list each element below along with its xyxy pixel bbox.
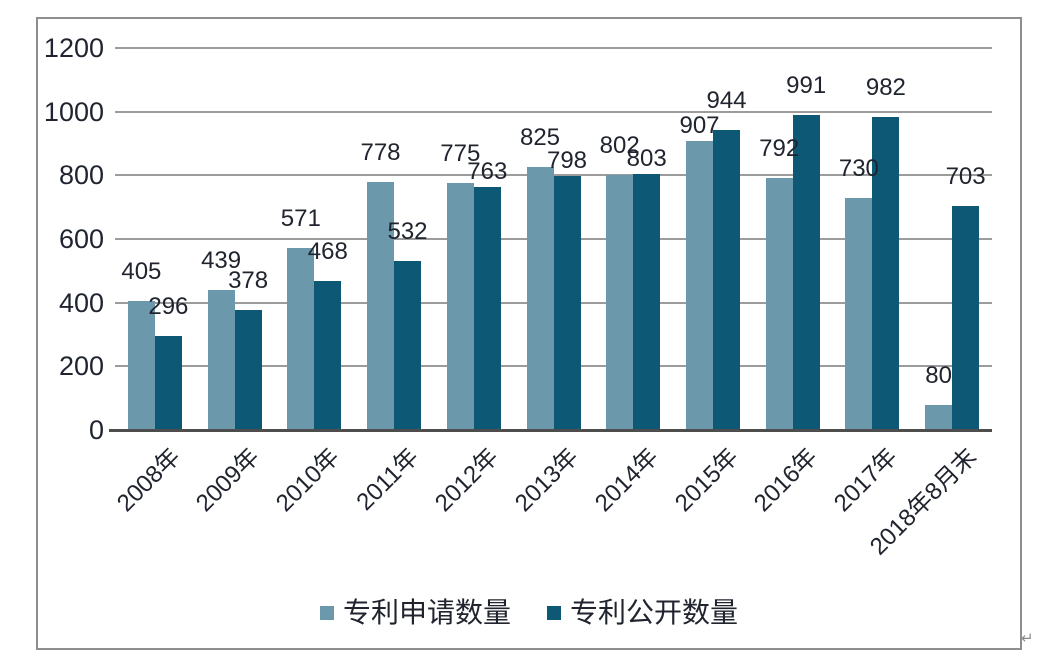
bar-publications [234, 309, 262, 430]
bar-applications [845, 197, 873, 430]
y-tick-label: 1000 [43, 96, 104, 127]
data-label-publications: 944 [706, 86, 747, 114]
x-tick-label: 2009年 [191, 443, 265, 518]
bar-publications [394, 260, 421, 430]
y-tick-label: 400 [58, 287, 104, 318]
data-label-publications: 798 [546, 147, 588, 174]
legend-marker-publications-icon [547, 606, 561, 620]
y-tick-label: 0 [88, 415, 104, 445]
data-label-publications: 378 [228, 266, 269, 294]
bar-applications [367, 182, 394, 430]
x-tick-label: 2017年 [828, 443, 903, 518]
plot-area: 0 200 400 600 800 1000 1200 405 296 2008年 439 378 20… [38, 19, 1020, 648]
legend-item-publications: 专利公开数量 [547, 596, 738, 630]
bar-publications [713, 129, 740, 430]
gridline-1200 [115, 47, 992, 49]
legend-item-applications: 专利申请数量 [319, 596, 511, 630]
y-tick-label: 800 [58, 160, 104, 191]
data-label-publications: 532 [387, 217, 428, 245]
bar-applications [446, 183, 474, 430]
bar-applications [925, 404, 953, 430]
bar-applications [686, 141, 713, 430]
data-label-publications: 468 [307, 238, 348, 265]
data-label-applications: 907 [679, 112, 720, 140]
bar-publications [792, 114, 820, 430]
data-label-publications: 991 [786, 71, 827, 99]
x-tick-label: 2010年 [270, 443, 345, 518]
x-tick-label: 2014年 [589, 443, 664, 518]
bar-applications [606, 174, 634, 430]
gridline-800 [115, 174, 992, 177]
legend-label-publications: 专利公开数量 [570, 597, 739, 628]
data-label-applications: 730 [838, 154, 879, 182]
gridline-1000 [115, 110, 992, 113]
bar-publications [473, 187, 501, 430]
data-label-publications: 296 [148, 292, 189, 320]
x-tick-label: 2012年 [430, 443, 505, 518]
data-label-applications: 571 [280, 205, 321, 233]
return-mark-icon: ↵ [1021, 630, 1034, 647]
y-tick-label: 200 [58, 351, 104, 382]
data-label-applications: 792 [759, 134, 800, 162]
y-tick-label: 600 [58, 224, 104, 254]
legend: 专利申请数量 专利公开数量 [38, 596, 1020, 630]
bar-applications [127, 301, 155, 430]
bar-publications [633, 174, 661, 430]
data-label-applications: 825 [519, 124, 561, 152]
data-label-applications: 775 [440, 140, 481, 168]
data-label-applications: 778 [360, 139, 401, 167]
legend-label-applications: 专利申请数量 [342, 597, 511, 628]
bar-applications [765, 177, 793, 430]
data-label-applications: 802 [599, 131, 640, 159]
legend-marker-applications-icon [319, 606, 334, 620]
data-label-publications: 763 [467, 158, 508, 186]
x-tick-label: 2011年 [351, 443, 425, 516]
bar-applications [207, 290, 235, 430]
bar-publications [154, 335, 182, 430]
bar-publications [553, 176, 581, 430]
data-label-applications: 439 [201, 247, 242, 275]
bar-publications [872, 117, 900, 430]
y-tick-label: 1200 [43, 33, 104, 63]
x-axis-line [109, 429, 992, 432]
bar-publications [952, 206, 980, 430]
x-tick-label: 2013年 [510, 443, 584, 518]
chart-frame: 0 200 400 600 800 1000 1200 405 296 2008年 439 378 20… [36, 17, 1022, 650]
data-label-publications: 803 [626, 145, 667, 173]
x-tick-label: 2008年 [111, 443, 186, 518]
x-tick-label: 2015年 [669, 443, 744, 518]
x-tick-label: 2016年 [749, 443, 824, 518]
data-label-applications: 80 [925, 361, 952, 389]
data-label-publications: 982 [865, 74, 906, 102]
data-label-applications: 405 [121, 258, 162, 286]
bar-applications [287, 248, 315, 430]
bar-publications [314, 281, 342, 430]
bar-applications [526, 167, 554, 430]
data-label-publications: 703 [945, 163, 986, 191]
